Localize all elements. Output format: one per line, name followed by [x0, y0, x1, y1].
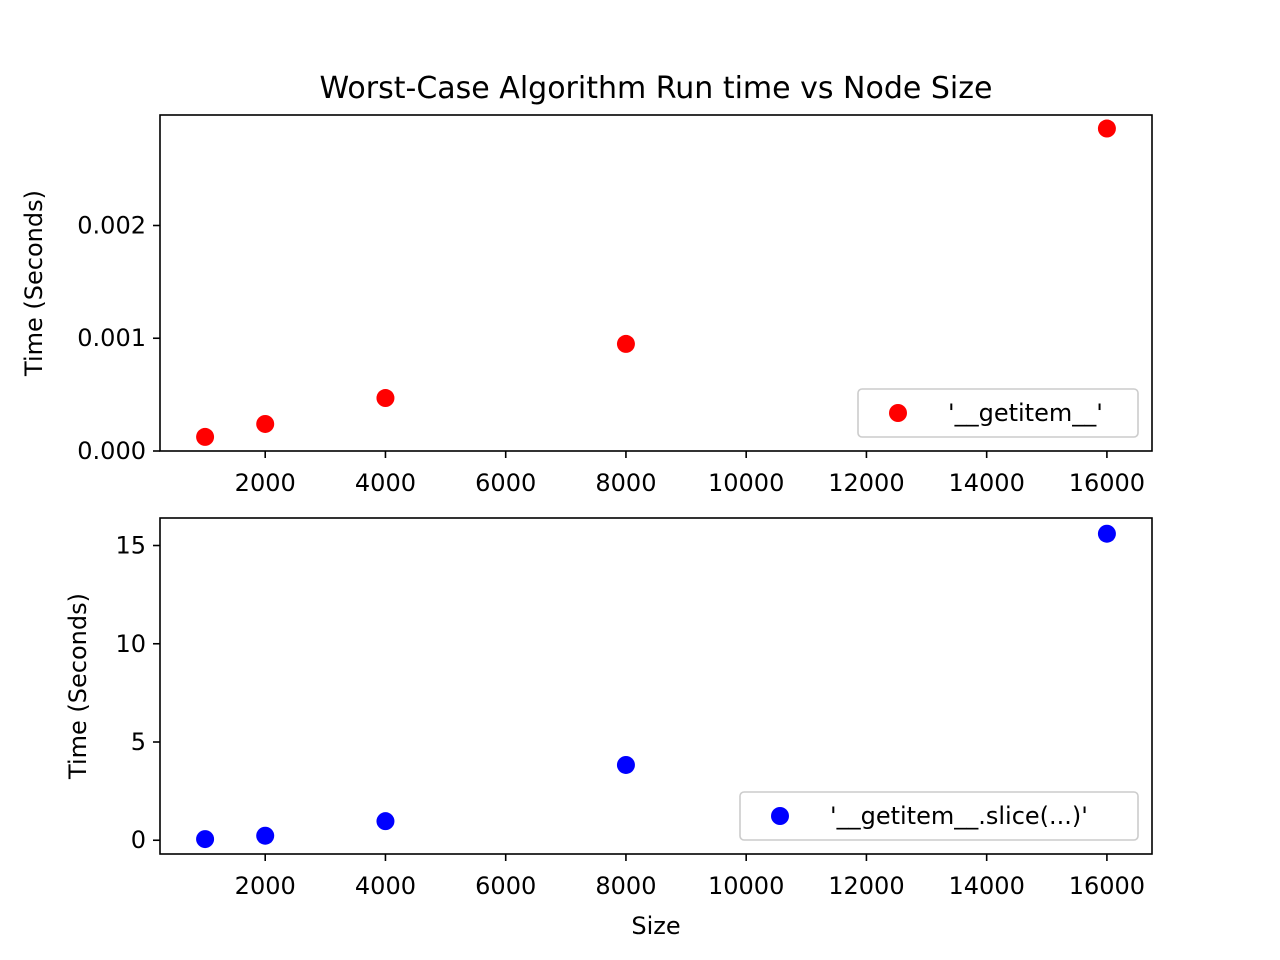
y-axis-label: Time (Seconds): [20, 190, 48, 377]
data-point: [376, 389, 395, 408]
data-point: [616, 334, 635, 353]
legend: '__getitem__': [857, 388, 1139, 438]
axes-frame: [159, 114, 1153, 452]
legend-label: '__getitem__.slice(...)': [830, 802, 1088, 830]
legend-box: [739, 791, 1139, 841]
x-tick-label: 12000: [828, 469, 904, 497]
data-point: [256, 826, 275, 845]
y-tick-label: 5: [131, 728, 146, 756]
chart-title: Worst-Case Algorithm Run time vs Node Si…: [320, 71, 993, 106]
top-subplot: 2000 4000 6000 8000 10000 12000 14000 16000 0.00…: [20, 114, 1153, 497]
x-tick-label: 10000: [708, 872, 784, 900]
x-tick-label: 14000: [948, 469, 1024, 497]
legend-label: '__getitem__': [948, 399, 1103, 427]
x-tick-label: 12000: [828, 872, 904, 900]
y-tick-label: 0.002: [77, 211, 146, 239]
x-tick-label: 10000: [708, 469, 784, 497]
y-axis-label: Time (Seconds): [64, 593, 92, 780]
y-tick-label: 15: [115, 532, 146, 560]
data-point: [1097, 119, 1116, 138]
y-tick-label: 0.000: [77, 437, 146, 465]
bottom-subplot: 2000 4000 6000 8000 10000 12000 14000 16000 0 5 10…: [64, 517, 1153, 940]
data-point: [196, 427, 215, 446]
data-point: [196, 830, 215, 849]
y-tick-label: 0.001: [77, 324, 146, 352]
y-tick-label: 10: [115, 630, 146, 658]
data-point: [256, 414, 275, 433]
data-point: [616, 755, 635, 774]
x-tick-label: 2000: [235, 872, 296, 900]
legend-marker: [771, 807, 789, 825]
x-axis-label: Size: [631, 912, 680, 940]
x-tick-label: 8000: [595, 872, 656, 900]
data-point: [376, 812, 395, 831]
x-tick-label: 2000: [235, 469, 296, 497]
legend-box: [857, 388, 1139, 438]
x-tick-label: 4000: [355, 469, 416, 497]
x-tick-label: 14000: [948, 872, 1024, 900]
legend: '__getitem__.slice(...)': [739, 791, 1139, 841]
x-tick-label: 6000: [475, 469, 536, 497]
x-tick-label: 8000: [595, 469, 656, 497]
legend-marker: [889, 404, 907, 422]
axes-frame: [159, 517, 1153, 855]
x-tick-label: 6000: [475, 872, 536, 900]
x-tick-label: 4000: [355, 872, 416, 900]
data-point: [1097, 524, 1116, 543]
y-tick-label: 0: [131, 826, 146, 854]
x-tick-label: 16000: [1069, 469, 1145, 497]
x-tick-label: 16000: [1069, 872, 1145, 900]
